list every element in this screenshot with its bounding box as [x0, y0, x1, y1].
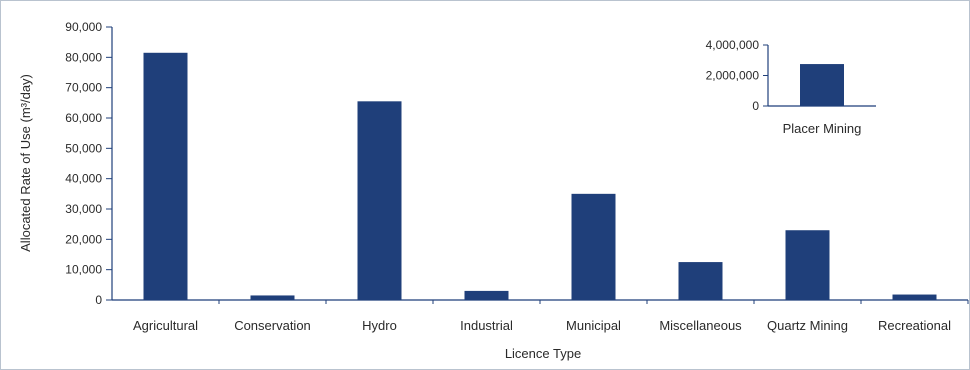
- inset-y-axis-ticks: 0 2,000,000 4,000,000: [706, 38, 768, 113]
- x-tick-label: Agricultural: [133, 318, 198, 333]
- inset-bars: [800, 64, 844, 106]
- y-tick-label: 2,000,000: [706, 69, 760, 83]
- y-tick-label: 40,000: [65, 172, 102, 186]
- y-tick-label: 0: [752, 99, 759, 113]
- y-axis-title: Allocated Rate of Use (m³/day): [18, 74, 33, 252]
- y-axis-ticks: 0 10,000 20,000 30,000 40,000 50,000 60,000 70,…: [65, 20, 968, 307]
- y-tick-label: 30,000: [65, 202, 102, 216]
- y-tick-label: 70,000: [65, 81, 102, 95]
- x-tick-label: Hydro: [362, 318, 397, 333]
- x-tick-label: Placer Mining: [783, 121, 862, 136]
- x-tick-label: Industrial: [460, 318, 513, 333]
- x-tick-labels: Agricultural Conservation Hydro Industrial M…: [133, 318, 951, 333]
- bar: [786, 230, 830, 300]
- bar: [572, 194, 616, 300]
- y-tick-label: 0: [95, 293, 102, 307]
- bar: [679, 262, 723, 300]
- x-axis-title: Licence Type: [505, 346, 581, 361]
- bar: [800, 64, 844, 106]
- bar: [358, 101, 402, 300]
- bar: [465, 291, 509, 300]
- x-tick-label: Conservation: [234, 318, 311, 333]
- x-tick-label: Miscellaneous: [659, 318, 742, 333]
- y-tick-label: 20,000: [65, 232, 102, 246]
- y-tick-label: 4,000,000: [706, 38, 760, 52]
- y-tick-label: 80,000: [65, 50, 102, 64]
- x-tick-label: Municipal: [566, 318, 621, 333]
- y-tick-label: 10,000: [65, 263, 102, 277]
- bar: [144, 53, 188, 300]
- bar: [251, 295, 295, 300]
- x-tick-label: Recreational: [878, 318, 951, 333]
- y-tick-label: 50,000: [65, 141, 102, 155]
- y-tick-label: 90,000: [65, 20, 102, 34]
- inset-x-tick-labels: Placer Mining: [783, 121, 862, 136]
- inset-chart: 0 2,000,000 4,000,000 Placer Mining: [706, 38, 876, 136]
- bar: [893, 295, 937, 300]
- y-tick-label: 60,000: [65, 111, 102, 125]
- x-tick-label: Quartz Mining: [767, 318, 848, 333]
